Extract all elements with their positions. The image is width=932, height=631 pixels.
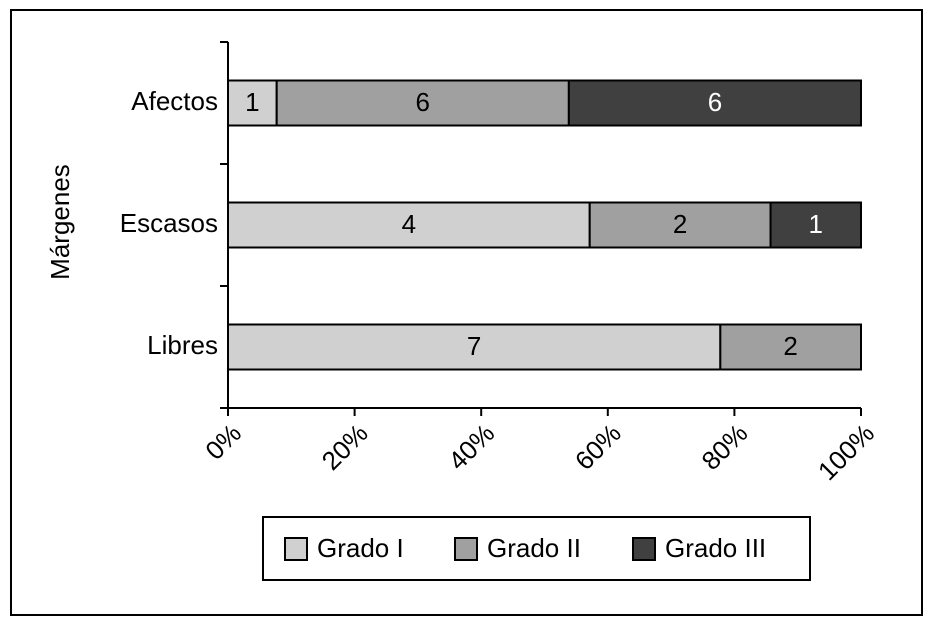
- data-label: 1: [809, 209, 823, 239]
- legend: [262, 516, 811, 581]
- legend-swatch: [632, 537, 656, 561]
- data-label: 4: [402, 209, 416, 239]
- data-label: 1: [245, 87, 259, 117]
- y-tick-label: Afectos: [131, 86, 218, 116]
- y-tick-label: Escasos: [120, 208, 218, 238]
- bar-segment: [567, 79, 862, 127]
- data-label: 6: [416, 87, 430, 117]
- y-tick-label: Libres: [147, 330, 218, 360]
- bar-segment: [719, 323, 862, 371]
- bar-segment: [769, 201, 862, 249]
- legend-label: Grado I: [317, 533, 404, 563]
- bar-segment: [588, 201, 772, 249]
- y-axis-title: Márgenes: [45, 164, 75, 280]
- data-label: 2: [783, 331, 797, 361]
- legend-swatch: [454, 537, 478, 561]
- bar-segment: [275, 79, 570, 127]
- legend-swatch: [284, 537, 308, 561]
- legend-label: Grado III: [665, 533, 766, 563]
- bar-segment: [227, 201, 591, 249]
- data-label: 2: [673, 209, 687, 239]
- legend-label: Grado II: [487, 533, 581, 563]
- data-label: 7: [467, 331, 481, 361]
- data-label: 6: [708, 87, 722, 117]
